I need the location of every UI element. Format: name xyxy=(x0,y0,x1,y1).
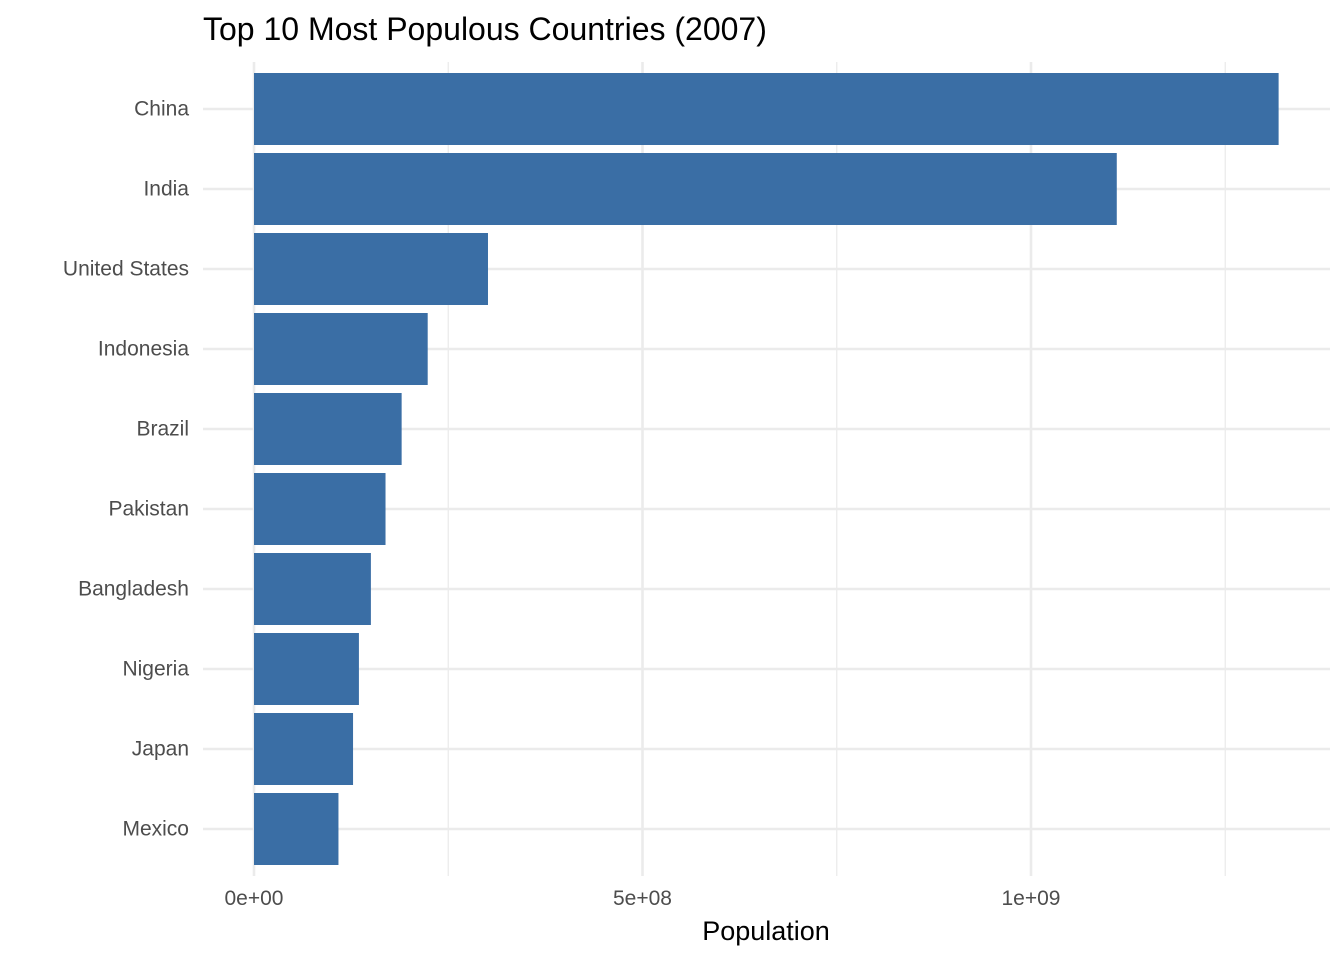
x-axis-title: Population xyxy=(702,916,830,946)
y-tick-label: India xyxy=(143,178,189,201)
x-axis-tick-labels: 0e+00 5e+08 1e+09 xyxy=(225,887,1061,910)
bar-pakistan xyxy=(254,473,386,545)
y-tick-label: Mexico xyxy=(122,818,189,841)
x-tick-label: 5e+08 xyxy=(613,887,672,910)
x-tick-label: 1e+09 xyxy=(1002,887,1061,910)
y-axis-tick-labels: China India United States Indonesia Brazil Pa… xyxy=(63,98,189,841)
bar-india xyxy=(254,153,1117,225)
y-tick-label: United States xyxy=(63,258,189,281)
y-tick-label: Pakistan xyxy=(108,498,189,521)
bars xyxy=(254,73,1279,865)
y-tick-label: Bangladesh xyxy=(78,578,189,601)
bar-nigeria xyxy=(254,633,359,705)
x-tick-label: 0e+00 xyxy=(225,887,284,910)
y-tick-label: Brazil xyxy=(136,418,189,441)
y-tick-label: Indonesia xyxy=(98,338,189,361)
y-tick-label: China xyxy=(134,98,189,121)
y-tick-label: Japan xyxy=(132,738,189,761)
bar-brazil xyxy=(254,393,402,465)
bar-indonesia xyxy=(254,313,428,385)
chart-title: Top 10 Most Populous Countries (2007) xyxy=(203,11,767,47)
bar-mexico xyxy=(254,793,339,865)
bar-united-states xyxy=(254,233,488,305)
bar-china xyxy=(254,73,1279,145)
y-tick-label: Nigeria xyxy=(122,658,189,681)
bar-bangladesh xyxy=(254,553,371,625)
bar-japan xyxy=(254,713,354,785)
